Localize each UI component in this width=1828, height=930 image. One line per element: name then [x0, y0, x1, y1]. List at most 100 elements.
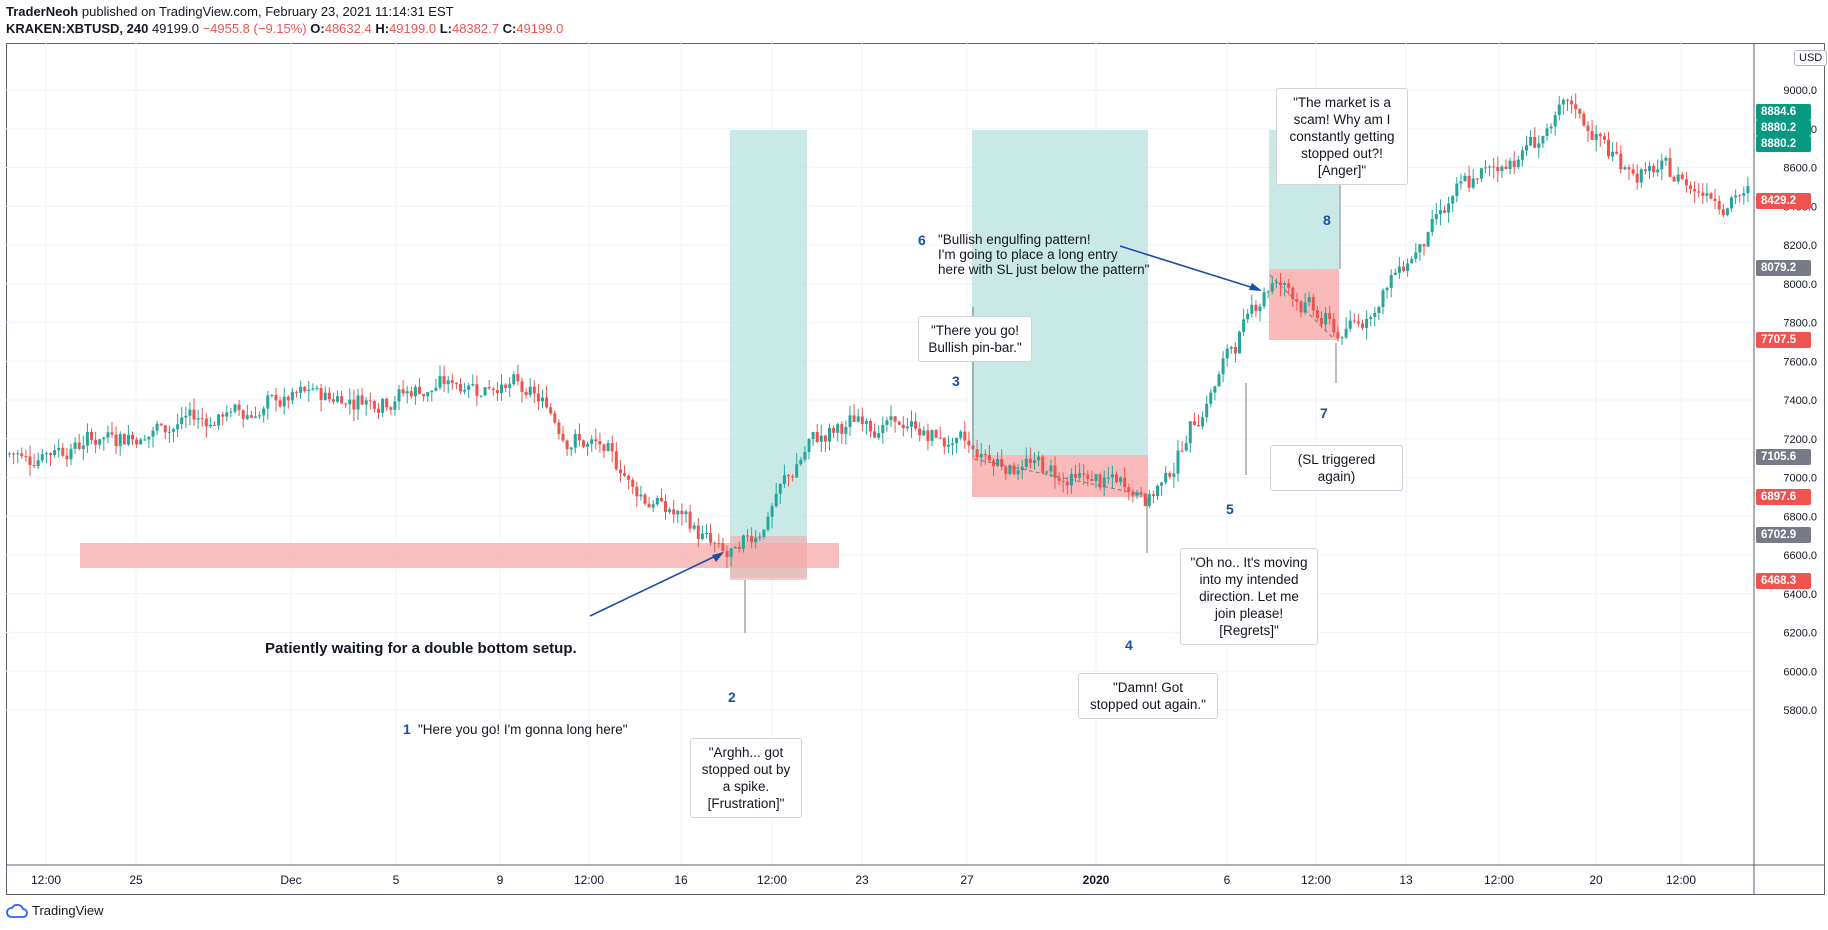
symbol-name[interactable]: KRAKEN:XBTUSD, 240: [6, 21, 149, 36]
candle-body: [1660, 160, 1664, 170]
candle-body: [61, 448, 65, 456]
candle-body: [1270, 283, 1274, 292]
candle-body: [1643, 169, 1647, 172]
candle-body: [249, 415, 253, 418]
candle-body: [864, 420, 868, 424]
candle-body: [881, 424, 885, 434]
candle-body: [1709, 193, 1713, 199]
candle-body: [1541, 135, 1545, 144]
candle-body: [159, 423, 163, 426]
candle-body: [594, 439, 598, 442]
arrow-head-1: [712, 552, 724, 562]
candle-body: [471, 384, 475, 386]
candle-body: [1463, 175, 1467, 182]
candle-body: [1590, 130, 1594, 141]
candle-body: [278, 400, 282, 407]
candle-body: [475, 384, 479, 396]
candle-body: [1512, 160, 1516, 167]
candle-body: [1611, 151, 1615, 157]
candle-body: [180, 417, 184, 425]
candle-body: [996, 459, 1000, 467]
candle-body: [545, 397, 549, 408]
candle-body: [1164, 472, 1168, 483]
candle-body: [1090, 479, 1094, 482]
candle-body: [163, 425, 167, 433]
candle-body: [311, 388, 315, 390]
candle-body: [336, 396, 339, 402]
candle-body: [229, 411, 233, 413]
candle-body: [1721, 209, 1725, 216]
candle-body: [520, 381, 524, 392]
profit-zone-1: [730, 130, 807, 578]
candle-body: [1135, 492, 1139, 496]
candle-body: [1701, 192, 1705, 196]
candle-body: [397, 389, 401, 402]
time-axis[interactable]: 12:00 25 Dec 5 9 12:00 16 12:00 23 27 2020 6 12:00 13…: [6, 864, 1825, 887]
step-2-note: "Arghh... got stopped out by a spike. [F…: [690, 738, 802, 818]
candle-body: [1028, 458, 1032, 464]
candle-body: [1508, 160, 1512, 169]
candle-body: [803, 452, 807, 460]
candle-body: [1373, 312, 1377, 317]
step-7-note: (SL triggered again): [1270, 445, 1403, 491]
candle-body: [1324, 313, 1328, 325]
candle-body: [274, 395, 278, 401]
price-axis[interactable]: 5800.0 6000.0 6200.0 6400.0 6600.0 6800.0 7000…: [1753, 43, 1817, 895]
trade-path-3: [1269, 274, 1333, 338]
candle-body: [1566, 99, 1569, 101]
candle-body: [1344, 328, 1348, 338]
price-chart[interactable]: 5800.0 6000.0 6200.0 6400.0 6600.0 6800.0 7000…: [6, 43, 1825, 895]
candle-body: [151, 430, 155, 437]
close-value: 49199.0: [516, 21, 564, 36]
candle-body: [553, 413, 557, 423]
candle-body: [167, 431, 171, 433]
candle-body: [815, 431, 819, 442]
x-tick-label: 5: [393, 873, 400, 887]
candle-body: [934, 430, 938, 438]
candle-body: [340, 396, 344, 404]
candle-body: [717, 543, 721, 545]
candle-body: [393, 401, 397, 410]
last-price: 49199.0: [151, 21, 199, 36]
candle-body: [598, 441, 602, 445]
candle-body: [1254, 304, 1258, 311]
candle-body: [377, 408, 380, 413]
candle-body: [655, 498, 659, 505]
candle-body: [303, 386, 307, 392]
candle-body: [942, 437, 946, 447]
candle-body: [1197, 425, 1200, 427]
candle-body: [1619, 153, 1623, 170]
candle-body: [614, 451, 618, 470]
candle-body: [725, 550, 729, 557]
currency-badge[interactable]: USD: [1794, 50, 1828, 66]
candle-body: [860, 416, 864, 424]
tradingview-logo[interactable]: TradingView: [6, 903, 104, 918]
candle-body: [618, 469, 622, 474]
candle-body: [1156, 485, 1159, 496]
x-tick-label: 23: [855, 873, 869, 887]
candle-body: [836, 424, 840, 433]
candle-body: [258, 415, 262, 417]
candle-body: [245, 415, 249, 419]
candle-body: [192, 409, 196, 420]
candle-body: [516, 374, 520, 382]
candle-body: [327, 392, 331, 400]
step-4-number: 4: [1125, 637, 1133, 653]
y-tick-label: 7800.0: [1783, 318, 1817, 330]
candle-body: [208, 424, 212, 427]
candle-body: [787, 475, 790, 477]
candle-body: [1406, 263, 1410, 271]
candle-body: [286, 396, 290, 401]
x-tick-label: 9: [497, 873, 504, 887]
candle-body: [1352, 320, 1356, 322]
candle-body: [1443, 210, 1446, 213]
candle-body: [811, 431, 815, 440]
candle-body: [1725, 208, 1729, 216]
candle-body: [1594, 133, 1598, 141]
candle-body: [807, 439, 811, 453]
x-tick-label: 6: [1224, 873, 1231, 887]
candle-body: [1033, 460, 1036, 464]
candle-body: [53, 450, 57, 455]
author-name[interactable]: TraderNeoh: [6, 4, 79, 19]
candle-body: [122, 434, 126, 445]
